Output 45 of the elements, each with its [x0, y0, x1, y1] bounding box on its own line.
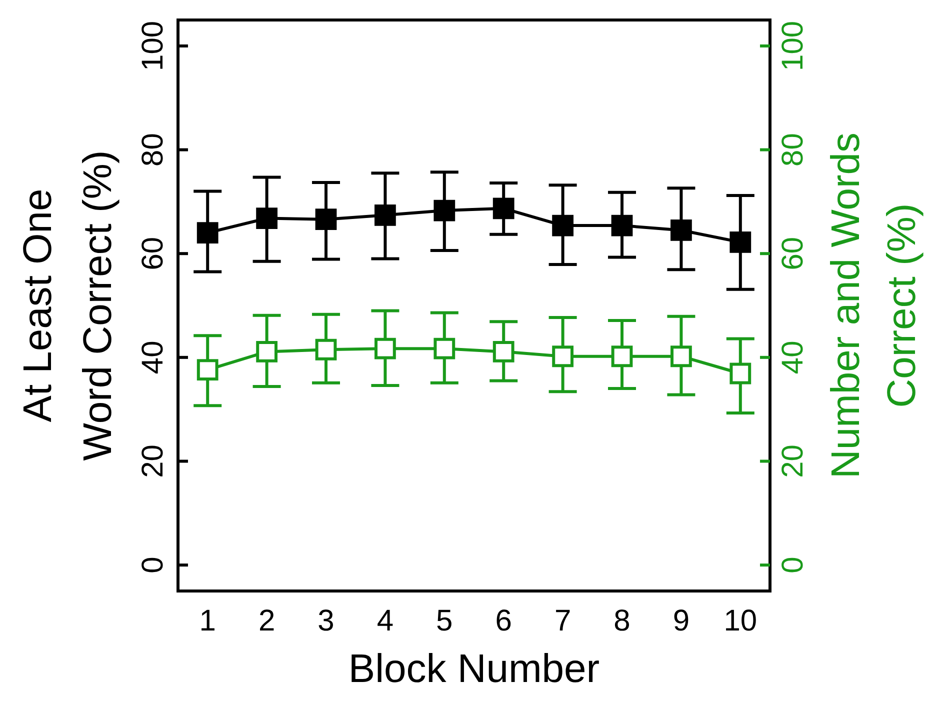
y2-axis-title: Number and Words Correct (%)	[824, 132, 924, 479]
x-tick-label: 3	[318, 604, 334, 638]
y-tick-label: 80	[136, 133, 170, 166]
x-tick-label: 10	[724, 604, 758, 638]
x-tick-label: 2	[258, 604, 276, 638]
y2-tick-label: 80	[776, 133, 810, 166]
x-axis-title: Block Number	[348, 647, 600, 692]
x-tick-label: 5	[436, 604, 453, 638]
x-tick-label: 7	[554, 604, 572, 638]
point	[492, 198, 514, 220]
y-tick-label: 60	[136, 236, 170, 270]
y2-tick-label: 40	[776, 340, 810, 374]
point	[374, 338, 396, 360]
y2-tick-label: 60	[776, 236, 810, 270]
point	[670, 220, 692, 241]
point	[374, 204, 396, 226]
x-tick-label: 8	[614, 604, 630, 638]
point	[315, 208, 337, 230]
point	[256, 208, 278, 229]
y-tick-label: 20	[136, 444, 170, 478]
y-tick-label: 40	[136, 340, 170, 374]
y-tick-label: 0	[136, 556, 170, 574]
point	[196, 359, 218, 381]
x-tick-label: 6	[495, 604, 512, 638]
point	[196, 222, 218, 244]
y-tick-label: 100	[136, 20, 170, 71]
point	[730, 231, 752, 253]
point	[492, 341, 514, 362]
x-tick-label: 4	[376, 604, 394, 638]
x-tick-label: 9	[672, 604, 690, 638]
y2-tick-label: 100	[776, 20, 810, 71]
point	[552, 346, 574, 368]
point	[670, 346, 692, 368]
point	[552, 214, 574, 236]
point	[434, 338, 456, 360]
point	[315, 338, 337, 360]
y2-tick-label: 0	[776, 556, 810, 574]
y-axis-title: At Least One Word Correct (%)	[16, 150, 120, 461]
point	[730, 362, 752, 384]
point	[434, 200, 456, 222]
y2-tick-label: 20	[776, 444, 810, 478]
point	[611, 346, 633, 368]
x-tick-label: 1	[199, 604, 216, 638]
point	[611, 214, 633, 236]
point	[256, 341, 278, 362]
